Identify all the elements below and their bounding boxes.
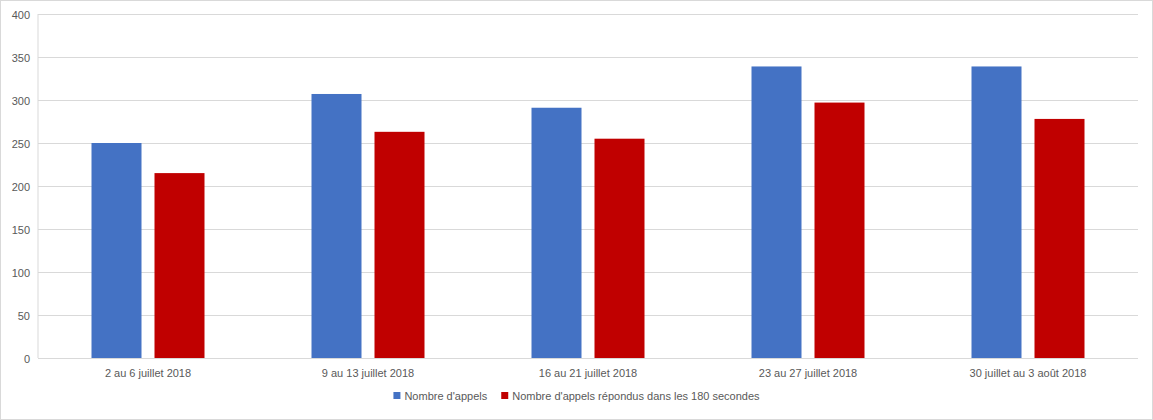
bar [375, 132, 425, 358]
y-tick-label: 50 [18, 310, 30, 322]
chart-svg: 0 50 100 150 200 250 300 350 400 2 au 6 juillet 2… [0, 0, 1153, 420]
bar [595, 139, 645, 358]
bar [312, 94, 362, 358]
chart-container: 0 50 100 150 200 250 300 350 400 2 au 6 juillet 2… [0, 0, 1153, 420]
chart-border [1, 1, 1153, 420]
grid-line [38, 358, 1138, 359]
bar [815, 103, 865, 358]
x-tick-label: 30 juillet au 3 août 2018 [970, 367, 1087, 379]
bar [155, 173, 205, 358]
y-tick-label: 200 [12, 181, 30, 193]
x-tick-label: 2 au 6 juillet 2018 [105, 367, 191, 379]
legend-swatch [393, 392, 400, 399]
y-tick-label: 250 [12, 138, 30, 150]
y-tick-label: 0 [24, 353, 30, 365]
legend-label: Nombre d'appels répondus dans les 180 se… [512, 390, 760, 402]
y-axis-line [38, 14, 39, 358]
y-tick-label: 400 [12, 9, 30, 21]
legend-swatch [501, 392, 508, 399]
x-tick-label: 16 au 21 juillet 2018 [539, 367, 637, 379]
bar [752, 66, 802, 358]
legend: Nombre d'appels Nombre d'appels répondus … [393, 390, 760, 402]
bar [92, 143, 142, 358]
grid-line [38, 14, 1138, 15]
y-tick-label: 150 [12, 224, 30, 236]
bars [92, 66, 1085, 358]
grid-line [38, 57, 1138, 58]
bar [1035, 119, 1085, 358]
x-tick-label: 23 au 27 juillet 2018 [759, 367, 857, 379]
y-tick-label: 100 [12, 267, 30, 279]
x-tick-label: 9 au 13 juillet 2018 [322, 367, 414, 379]
legend-label: Nombre d'appels [404, 390, 487, 402]
y-tick-label: 350 [12, 52, 30, 64]
x-axis-line [38, 358, 1138, 359]
bar [532, 108, 582, 358]
y-tick-label: 300 [12, 95, 30, 107]
bar [972, 66, 1022, 358]
